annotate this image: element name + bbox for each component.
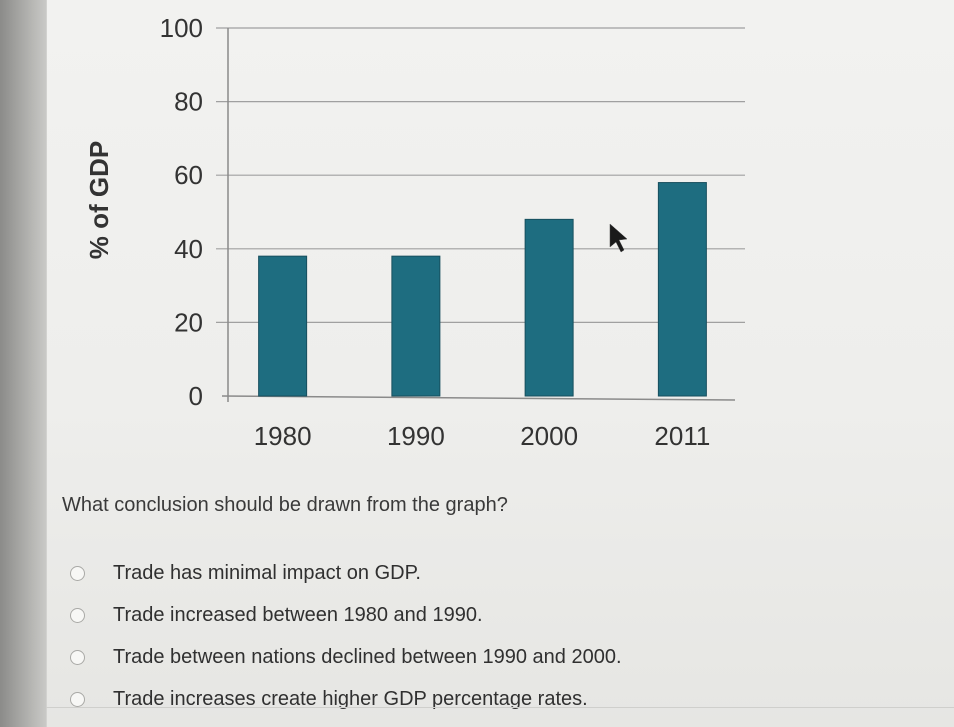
y-tick-label: 0	[189, 381, 203, 411]
x-tick-label: 1990	[387, 421, 445, 451]
bars	[258, 182, 707, 397]
choice-4[interactable]: Trade increases create higher GDP percen…	[70, 678, 622, 720]
x-tick-label: 2000	[520, 421, 578, 451]
choice-2[interactable]: Trade increased between 1980 and 1990.	[70, 594, 622, 636]
divider	[46, 707, 954, 708]
question-panel	[46, 0, 954, 727]
bar-1990	[391, 255, 441, 397]
bar-1980	[258, 255, 308, 397]
radio-button-icon[interactable]	[70, 607, 85, 623]
answer-choices: Trade has minimal impact on GDP. Trade i…	[70, 552, 622, 720]
y-tick-label: 20	[174, 307, 203, 337]
bar-chart: 0 20 40 60 80 100 1980 1990 2000 2011 % of GDP	[84, 13, 745, 451]
radio-button-icon[interactable]	[70, 565, 85, 581]
y-tick-labels: 0 20 40 60 80 100	[160, 13, 203, 411]
choice-1-label: Trade has minimal impact on GDP.	[113, 561, 421, 584]
x-tick-label: 1980	[254, 421, 312, 451]
x-axis-line	[221, 395, 736, 401]
radio-button-icon[interactable]	[70, 649, 85, 665]
choice-4-label: Trade increases create higher GDP percen…	[113, 687, 588, 710]
mouse-pointer-icon	[609, 223, 628, 253]
y-tick-label: 80	[174, 87, 203, 117]
question-text: What conclusion should be drawn from the…	[62, 494, 508, 516]
window-left-edge	[0, 0, 46, 727]
y-tick-label: 40	[174, 234, 203, 264]
y-tick-label: 60	[174, 160, 203, 190]
choice-1[interactable]: Trade has minimal impact on GDP.	[70, 552, 622, 594]
axes	[221, 28, 736, 402]
choice-3[interactable]: Trade between nations declined between 1…	[70, 636, 622, 678]
bar-2011	[657, 182, 707, 397]
y-tick-label: 100	[160, 13, 203, 43]
choice-3-label: Trade between nations declined between 1…	[113, 645, 622, 668]
x-tick-label: 2011	[654, 421, 710, 451]
y-axis-label: % of GDP	[84, 141, 114, 259]
bar-2000	[524, 218, 574, 397]
choice-2-label: Trade increased between 1980 and 1990.	[113, 603, 483, 626]
x-tick-labels: 1980 1990 2000 2011	[254, 421, 711, 451]
radio-button-icon[interactable]	[70, 691, 85, 707]
